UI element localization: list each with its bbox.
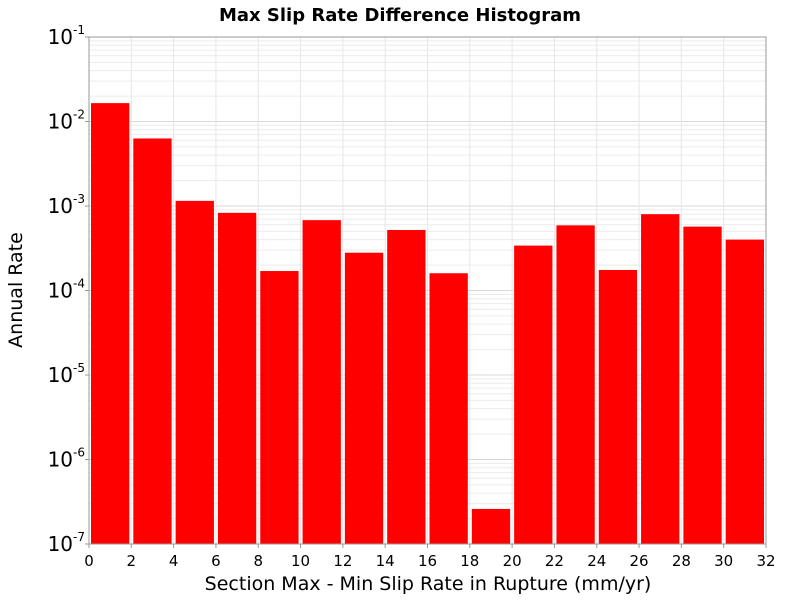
y-tick-label: 10-6: [48, 446, 85, 472]
x-tick-label: 18: [460, 552, 479, 570]
x-tick-label: 10: [291, 552, 310, 570]
histogram-bar: [302, 220, 341, 544]
y-tick-label: 10-7: [48, 530, 85, 556]
y-tick-label: 10-2: [48, 108, 85, 134]
histogram-bar: [260, 271, 299, 544]
y-tick-label: 10-4: [48, 277, 85, 303]
histogram-bar: [217, 212, 257, 545]
x-tick-label: 26: [630, 552, 649, 570]
x-tick-label: 6: [211, 552, 221, 570]
histogram-bar: [598, 269, 638, 544]
chart-title: Max Slip Rate Difference Histogram: [219, 5, 581, 26]
x-axis-label: Section Max - Min Slip Rate in Rupture (…: [205, 573, 652, 595]
histogram-bar: [429, 273, 468, 544]
histogram-bar: [556, 225, 595, 544]
x-tick-label: 22: [545, 552, 564, 570]
histogram-bar: [641, 214, 680, 544]
x-tick-label: 24: [587, 552, 606, 570]
x-axis-ticks: 0 2 4 6 8 10 12 14 16 18 20 22 24 26 28 30 32: [84, 544, 776, 570]
x-tick-label: 32: [756, 552, 775, 570]
x-tick-label: 28: [672, 552, 691, 570]
x-tick-label: 14: [376, 552, 395, 570]
histogram-bar: [344, 252, 384, 544]
x-tick-label: 4: [169, 552, 179, 570]
y-tick-label: 10-3: [48, 192, 85, 218]
histogram-bar: [387, 229, 426, 544]
x-tick-label: 0: [84, 552, 94, 570]
y-tick-label: 10-5: [48, 361, 85, 387]
y-axis-label: Annual Rate: [5, 232, 27, 348]
x-tick-label: 8: [253, 552, 263, 570]
x-tick-label: 30: [714, 552, 733, 570]
x-tick-label: 16: [418, 552, 437, 570]
x-tick-label: 20: [503, 552, 522, 570]
x-tick-label: 2: [127, 552, 137, 570]
histogram-bar: [683, 226, 722, 544]
y-tick-label: 10-1: [48, 23, 85, 49]
x-tick-label: 12: [333, 552, 352, 570]
y-axis-ticks: 10-1 10-2 10-3 10-4 10-5 10-6 10-7: [48, 23, 89, 556]
histogram-bar: [175, 200, 214, 544]
histogram-bar: [514, 245, 553, 544]
histogram-bar: [133, 138, 172, 544]
histogram-bar: [91, 103, 130, 544]
histogram-bar: [725, 239, 764, 545]
histogram-bar: [471, 508, 511, 544]
bars-group: [91, 103, 764, 545]
